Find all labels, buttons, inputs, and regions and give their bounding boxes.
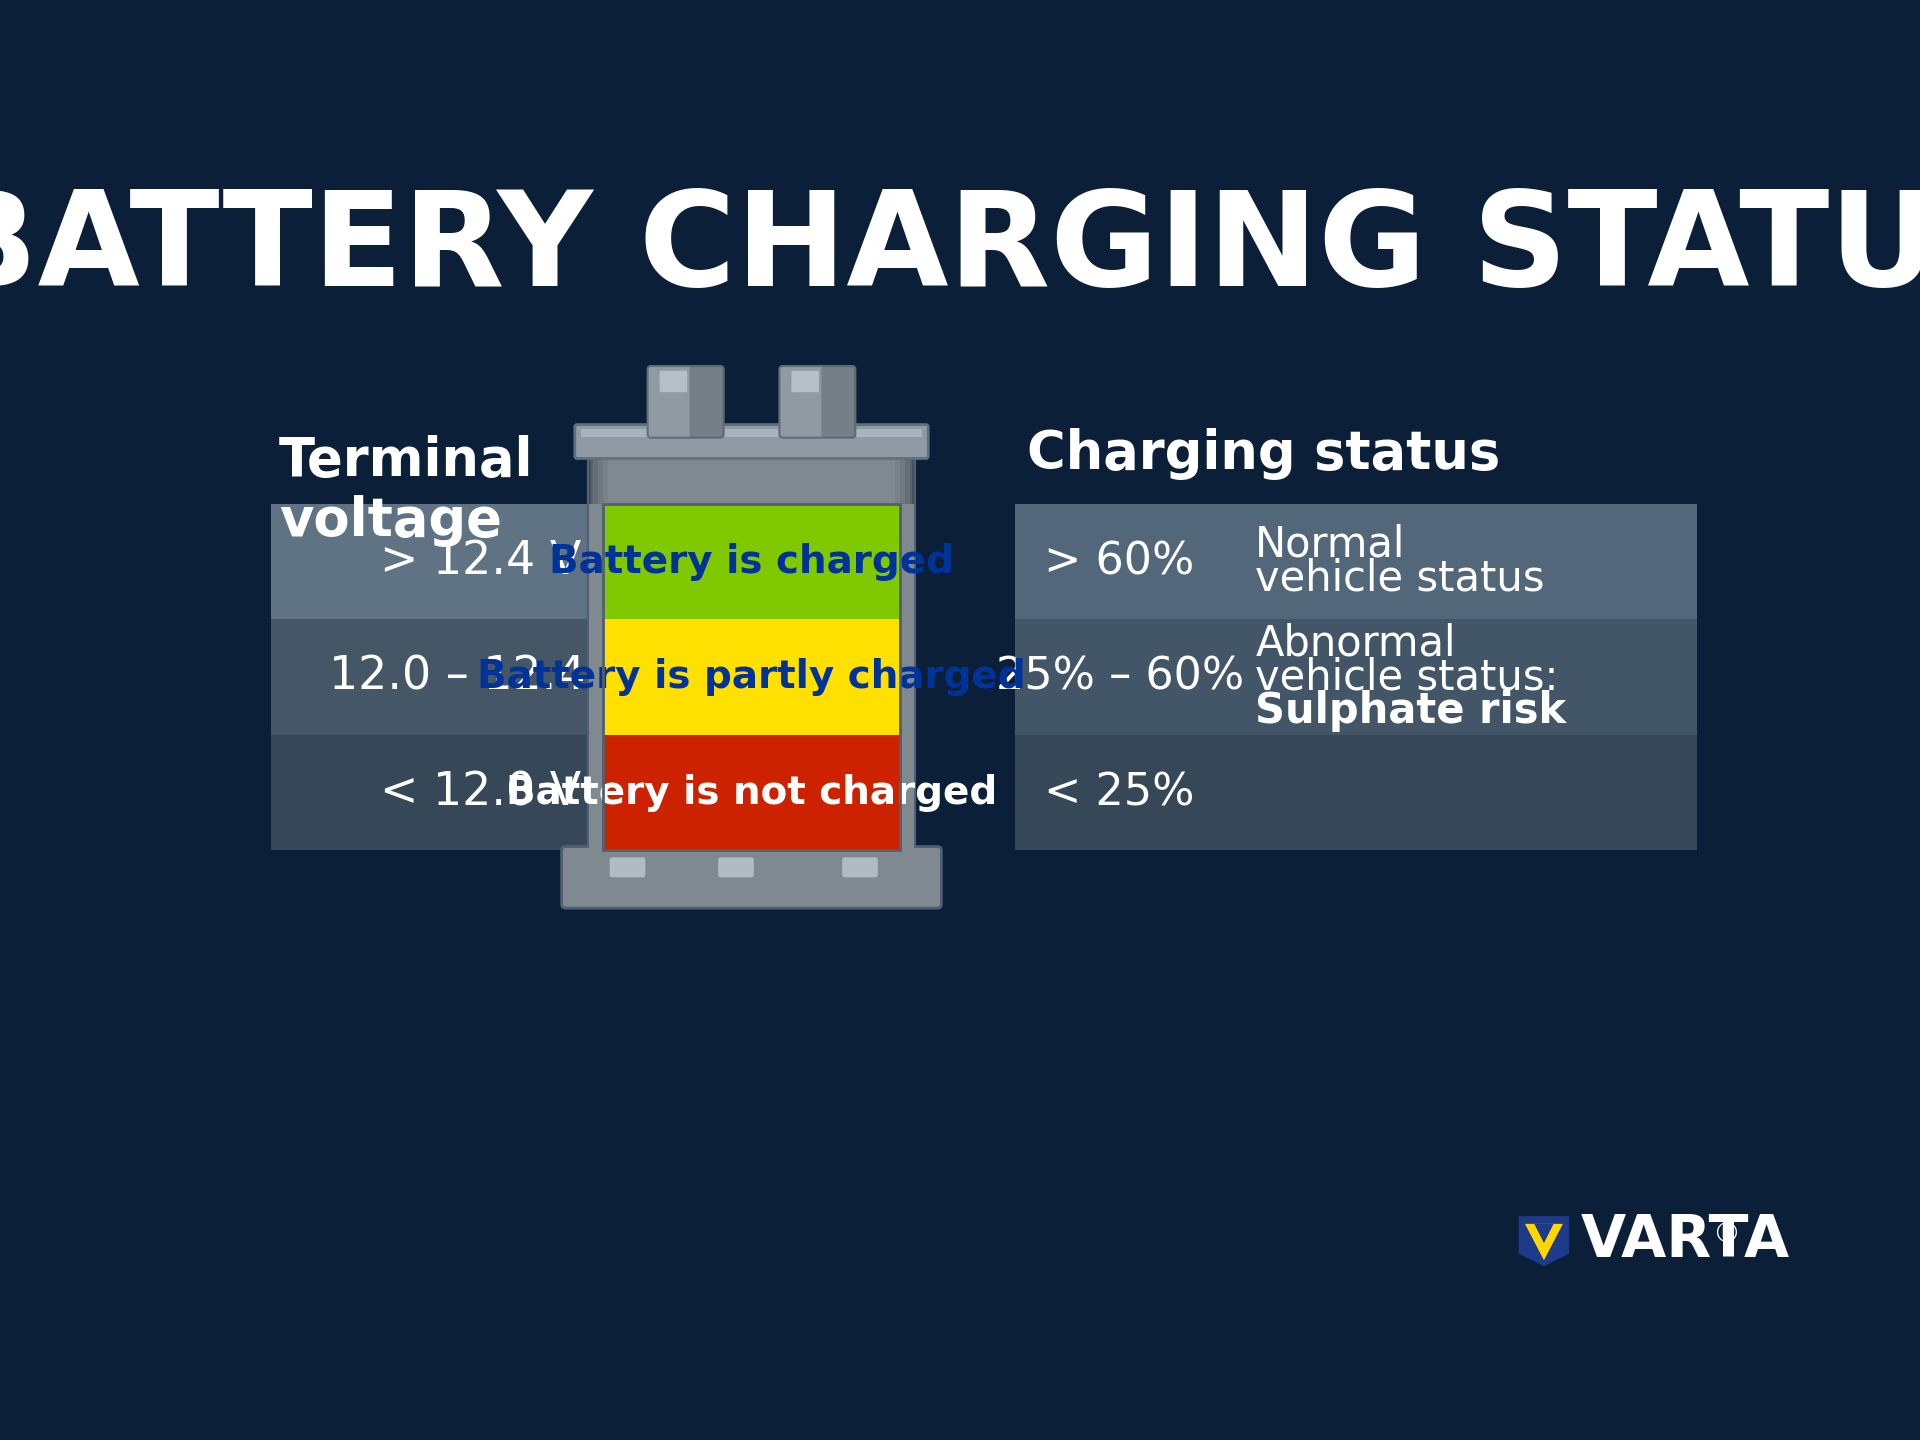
Text: < 12.0 V: < 12.0 V	[380, 770, 582, 815]
FancyBboxPatch shape	[900, 504, 914, 851]
FancyBboxPatch shape	[271, 734, 689, 851]
FancyBboxPatch shape	[603, 619, 900, 734]
Text: > 60%: > 60%	[1044, 540, 1194, 583]
Polygon shape	[1534, 1224, 1553, 1243]
FancyBboxPatch shape	[589, 504, 603, 851]
Text: Normal: Normal	[1256, 524, 1405, 566]
Text: vehicle status:: vehicle status:	[1256, 657, 1559, 698]
FancyBboxPatch shape	[271, 619, 689, 734]
FancyBboxPatch shape	[271, 504, 689, 619]
FancyBboxPatch shape	[900, 442, 914, 851]
Text: BATTERY CHARGING STATUS: BATTERY CHARGING STATUS	[0, 186, 1920, 314]
Text: Terminal
voltage: Terminal voltage	[278, 435, 534, 547]
Text: Battery is charged: Battery is charged	[549, 543, 954, 580]
Text: < 25%: < 25%	[1044, 772, 1194, 814]
FancyBboxPatch shape	[574, 425, 927, 458]
FancyBboxPatch shape	[582, 429, 922, 436]
FancyBboxPatch shape	[647, 366, 724, 438]
Text: 25% – 60%: 25% – 60%	[995, 655, 1244, 698]
FancyBboxPatch shape	[589, 442, 603, 851]
Text: Charging status: Charging status	[1027, 428, 1500, 480]
FancyBboxPatch shape	[910, 442, 914, 851]
FancyBboxPatch shape	[904, 442, 914, 851]
FancyBboxPatch shape	[603, 734, 900, 851]
Polygon shape	[1519, 1217, 1569, 1266]
FancyBboxPatch shape	[589, 442, 609, 851]
FancyBboxPatch shape	[589, 442, 597, 851]
Text: VARTA: VARTA	[1580, 1211, 1789, 1269]
Text: vehicle status: vehicle status	[1256, 557, 1546, 599]
FancyBboxPatch shape	[589, 442, 914, 851]
Text: Battery is partly charged: Battery is partly charged	[478, 658, 1025, 696]
FancyBboxPatch shape	[589, 442, 593, 851]
Text: 12.0 – 12.4 V: 12.0 – 12.4 V	[328, 655, 632, 700]
FancyBboxPatch shape	[689, 366, 724, 438]
FancyBboxPatch shape	[822, 366, 854, 438]
Text: ®: ®	[1713, 1221, 1740, 1248]
Text: Abnormal: Abnormal	[1256, 622, 1455, 664]
Text: Sulphate risk: Sulphate risk	[1256, 690, 1567, 732]
FancyBboxPatch shape	[1016, 734, 1697, 851]
FancyBboxPatch shape	[1016, 619, 1697, 734]
Polygon shape	[1524, 1224, 1563, 1260]
FancyBboxPatch shape	[660, 370, 687, 392]
FancyBboxPatch shape	[780, 366, 854, 438]
FancyBboxPatch shape	[563, 847, 941, 909]
FancyBboxPatch shape	[718, 857, 755, 877]
Text: > 12.4 V: > 12.4 V	[380, 539, 582, 585]
Text: Battery is not charged: Battery is not charged	[505, 773, 996, 812]
FancyBboxPatch shape	[791, 370, 820, 392]
FancyBboxPatch shape	[843, 857, 877, 877]
FancyBboxPatch shape	[1016, 504, 1697, 619]
FancyBboxPatch shape	[603, 504, 900, 619]
FancyBboxPatch shape	[611, 857, 645, 877]
FancyBboxPatch shape	[895, 442, 914, 851]
